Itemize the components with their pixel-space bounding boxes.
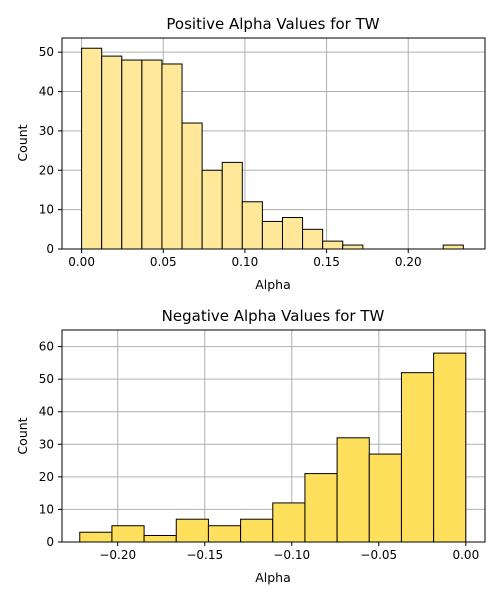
histogram-bar: [304, 473, 338, 543]
x-axis-label: Alpha: [255, 277, 291, 292]
histogram-bar: [261, 220, 283, 250]
histogram-bar: [240, 518, 274, 543]
histogram-bar: [143, 534, 177, 543]
y-tick-label: 0: [46, 242, 54, 256]
histogram-bar: [221, 161, 243, 250]
histogram-bar: [207, 525, 242, 543]
positive-alpha-histogram: Positive Alpha Values for TW 0.00 0.05 0.1…: [15, 15, 486, 292]
y-tick-label: 40: [39, 405, 54, 419]
x-ticks: −0.20 −0.15 −0.10 −0.05 0.00: [99, 542, 479, 562]
x-tick-label: −0.10: [273, 548, 310, 562]
x-ticks: 0.00 0.05 0.10 0.15 0.20: [68, 249, 422, 269]
y-ticks: 0 10 20 30 40 50 60: [39, 340, 62, 549]
y-tick-label: 10: [39, 502, 54, 516]
histogram-bar: [161, 63, 183, 250]
histogram-bar: [81, 47, 103, 250]
histogram-bar: [336, 437, 370, 543]
histogram-bar: [111, 525, 145, 543]
bars: [81, 47, 464, 250]
y-ticks: 0 10 20 30 40 50: [39, 45, 62, 256]
histogram-bar: [400, 372, 435, 543]
y-tick-label: 40: [39, 85, 54, 99]
plot-frame: [61, 329, 486, 543]
histogram-bar: [241, 201, 263, 250]
y-tick-label: 20: [39, 470, 54, 484]
x-tick-label: −0.15: [186, 548, 223, 562]
histogram-bar: [101, 55, 123, 250]
x-tick-label: 0.15: [313, 255, 340, 269]
y-tick-label: 50: [39, 45, 54, 59]
x-tick-label: 0.00: [68, 255, 95, 269]
chart-title: Positive Alpha Values for TW: [166, 15, 379, 33]
chart-title: Negative Alpha Values for TW: [162, 307, 385, 325]
histogram-bar: [281, 217, 304, 250]
x-tick-label: 0.20: [395, 255, 422, 269]
histogram-bar: [201, 169, 223, 250]
x-tick-label: −0.05: [360, 548, 397, 562]
y-tick-label: 20: [39, 163, 54, 177]
histogram-bar: [433, 352, 467, 543]
y-tick-label: 50: [39, 372, 54, 386]
histogram-bar: [368, 453, 402, 543]
y-tick-label: 60: [39, 340, 54, 354]
bars: [79, 352, 467, 543]
histogram-bar: [79, 531, 113, 543]
negative-alpha-histogram: Negative Alpha Values for TW −0.20 −0.15−…: [15, 307, 486, 585]
x-tick-label: 0.05: [150, 255, 177, 269]
histogram-bar: [175, 518, 209, 543]
y-axis-label: Count: [15, 417, 30, 454]
histogram-bar: [342, 244, 364, 250]
histogram-bar: [272, 502, 306, 543]
y-tick-label: 30: [39, 437, 54, 451]
x-tick-label: −0.20: [99, 548, 136, 562]
plot-frame: [61, 37, 486, 250]
x-tick-label: 0.10: [232, 255, 259, 269]
histogram-bar: [141, 59, 163, 250]
histogram-bar: [322, 240, 344, 250]
histogram-bar: [442, 244, 464, 250]
histogram-bar: [181, 122, 203, 250]
x-axis-label: Alpha: [255, 570, 291, 585]
y-tick-label: 10: [39, 203, 54, 217]
histogram-bar: [302, 228, 324, 250]
x-tick-label: 0.00: [452, 548, 479, 562]
y-tick-label: 30: [39, 124, 54, 138]
y-tick-label: 0: [46, 535, 54, 549]
y-axis-label: Count: [15, 124, 30, 161]
histogram-bar: [121, 59, 143, 250]
